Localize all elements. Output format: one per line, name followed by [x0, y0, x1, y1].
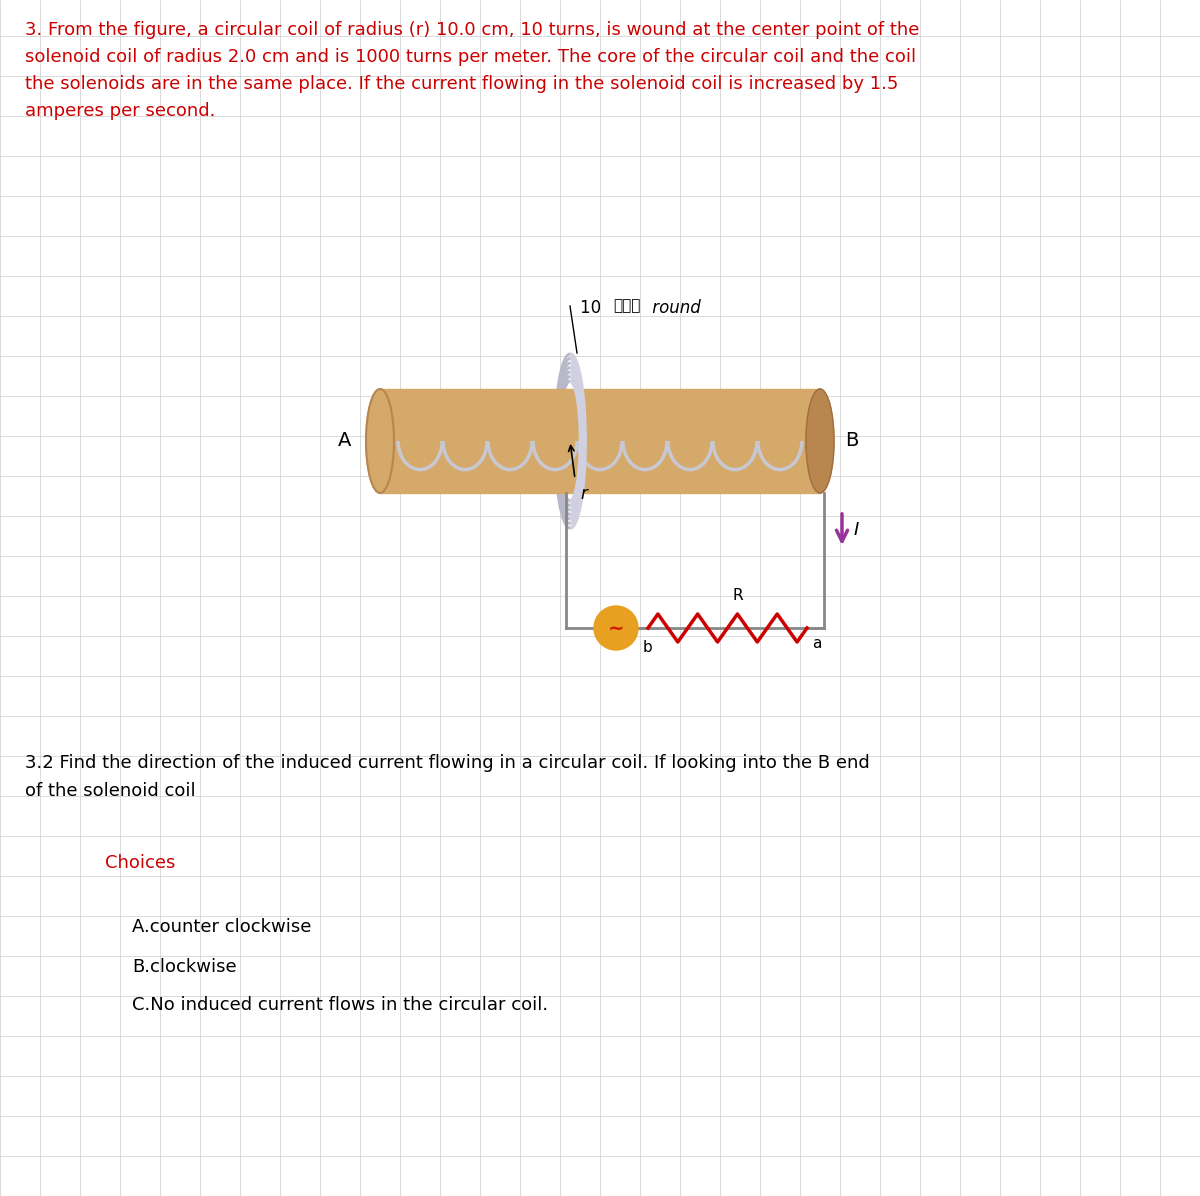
Ellipse shape: [806, 389, 834, 493]
Text: round: round: [647, 299, 701, 317]
Text: 10: 10: [580, 299, 606, 317]
Text: 3.2 Find the direction of the induced current flowing in a circular coil. If loo: 3.2 Find the direction of the induced cu…: [25, 753, 870, 800]
Text: 3. From the figure, a circular coil of radius (r) 10.0 cm, 10 turns, is wound at: 3. From the figure, a circular coil of r…: [25, 22, 919, 121]
Text: C.No induced current flows in the circular coil.: C.No induced current flows in the circul…: [132, 996, 548, 1014]
Text: Choices: Choices: [106, 854, 175, 872]
Text: r: r: [580, 486, 587, 504]
Text: I: I: [854, 520, 859, 538]
Text: ~: ~: [607, 618, 624, 637]
Text: A.counter clockwise: A.counter clockwise: [132, 919, 311, 936]
Text: R: R: [732, 588, 743, 603]
Text: A: A: [338, 432, 352, 451]
Bar: [380, 389, 820, 493]
Text: b: b: [643, 640, 653, 655]
Text: a: a: [812, 636, 821, 651]
Text: เวย: เวย: [613, 299, 641, 313]
Text: B.clockwise: B.clockwise: [132, 958, 236, 976]
Ellipse shape: [366, 389, 394, 493]
Text: B: B: [845, 432, 859, 451]
Circle shape: [594, 606, 638, 649]
